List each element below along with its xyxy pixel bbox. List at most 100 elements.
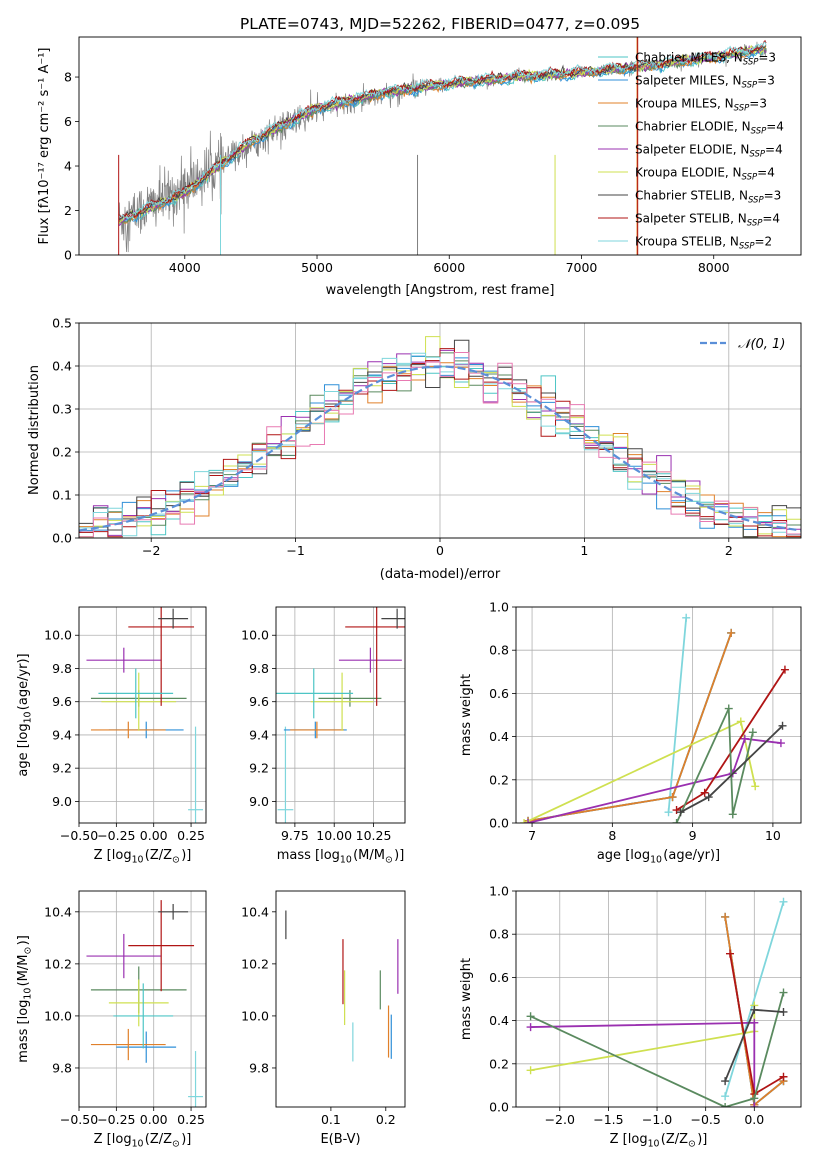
x-tick-label: 5000 (301, 260, 333, 275)
x-tick-label: −1.0 (642, 1112, 672, 1127)
x-tick-label: 0.0 (744, 1112, 764, 1127)
y-tick-label: 9.8 (52, 1060, 72, 1075)
weight-marker (526, 1012, 535, 1021)
weight-marker (704, 793, 713, 802)
chart-mass-vs-EBV: 0.1 0.2 9.8 10.0 10.2 10.4 E(B-V) (241, 890, 406, 1147)
x-tick-label: 6000 (433, 260, 465, 275)
weight-marker (672, 819, 681, 823)
legend-label: Chabrier ELODIE, NSSP=4 (635, 120, 784, 137)
histogram-step (79, 352, 801, 538)
x-axis-label: age [log10 (age/yr)] (597, 848, 720, 865)
y-tick-label: 9.8 (249, 1060, 269, 1075)
weight-marker (668, 793, 677, 802)
y-tick-label: 0 (64, 248, 72, 263)
plot-area (86, 900, 204, 1107)
y-tick-label: 9.6 (52, 694, 72, 709)
errorbar-point (116, 1031, 177, 1063)
y-tick-label: 1.0 (489, 884, 509, 899)
x-axis-label: Z [log10 (Z/Z⊙ )] (94, 1132, 192, 1149)
errorbar-point (338, 647, 402, 673)
axes-frame (78, 890, 207, 1108)
axes-frame (275, 606, 406, 824)
histogram-step (79, 339, 801, 538)
legend-label: 𝒩(0, 1) (738, 337, 785, 352)
y-tick-label: 10.0 (44, 628, 72, 643)
x-tick-label: 9 (689, 828, 697, 843)
errorbar-point (310, 672, 374, 731)
x-tick-label: 7000 (566, 260, 598, 275)
weight-marker (721, 1092, 730, 1101)
y-tick-label: 2 (64, 203, 72, 218)
y-tick-label: 0.4 (489, 1013, 509, 1028)
chart-spectrum: 4000 5000 6000 7000 8000 0 2 4 6 8 wavelength [Ang… (37, 36, 802, 298)
errorbar-point (90, 1028, 166, 1061)
errorbar-point (158, 904, 189, 920)
y-tick-label: 10.0 (44, 1008, 72, 1023)
x-axis-label: E(B-V) (320, 1132, 360, 1147)
weight-marker (526, 1023, 535, 1032)
x-axis-label: wavelength [Angstrom, rest frame] (326, 283, 555, 298)
x-tick-label: 10.00 (316, 828, 352, 843)
x-tick-label: 0.25 (177, 828, 205, 843)
chart-weight-vs-age: 7 8 9 10 0.0 0.2 0.4 0.6 0.8 1.0 age [log10 (age/y… (459, 600, 802, 865)
weight-marker (779, 1072, 788, 1081)
y-tick-label: 9.0 (249, 794, 269, 809)
weight-marker (750, 1103, 759, 1107)
errorbar-point (318, 690, 382, 707)
weight-line-kroupa-stelib (667, 617, 688, 813)
weight-line-kroupa-elodie (530, 1005, 756, 1072)
x-axis-label: Z [log10 (Z/Z⊙ )] (610, 1132, 708, 1149)
y-tick-label: 0.2 (52, 445, 72, 460)
y-tick-label: 4 (64, 159, 72, 174)
x-tick-label: 0.2 (376, 1112, 396, 1127)
errorbar-point (90, 721, 166, 739)
x-tick-label: 0.25 (177, 1112, 205, 1127)
axes-frame (78, 36, 802, 256)
weight-marker (524, 819, 533, 823)
axes-frame (78, 322, 802, 539)
x-tick-label: −0.50 (60, 828, 98, 843)
y-axis-label: Normed distribution (27, 365, 42, 495)
errorbar-point (381, 608, 405, 629)
y-tick-label: 9.2 (52, 761, 72, 776)
plot-area (526, 897, 788, 1107)
errorbar-point (290, 721, 344, 739)
legend-label: Salpeter STELIB, NSSP=4 (635, 212, 780, 229)
x-tick-label: −1 (286, 543, 304, 558)
y-tick-label: 0.4 (52, 359, 72, 374)
weight-marker (721, 1077, 730, 1086)
axes-frame (515, 890, 802, 1108)
y-tick-label: 1.0 (489, 600, 509, 615)
y-tick-label: 0.1 (52, 488, 72, 503)
errorbar-point (276, 668, 354, 719)
axes-frame (275, 890, 406, 1108)
weight-marker (748, 728, 757, 737)
histogram-step (79, 348, 801, 538)
x-axis-label: Z [log10 (Z/Z⊙ )] (94, 848, 192, 865)
weight-line-chabrier-elodie (675, 708, 754, 823)
y-tick-label: 0.6 (489, 686, 509, 701)
x-tick-label: −1.5 (593, 1112, 623, 1127)
errorbar-point (86, 647, 162, 673)
y-tick-label: 9.2 (249, 761, 269, 776)
x-axis-label: (data-model)/error (380, 567, 501, 582)
weight-marker (776, 739, 785, 748)
weight-marker (736, 717, 745, 726)
x-tick-label: 0.00 (140, 828, 168, 843)
y-tick-label: 9.8 (249, 661, 269, 676)
y-tick-label: 9.8 (52, 661, 72, 676)
errorbar-point (98, 668, 174, 719)
weight-marker (779, 1007, 788, 1016)
y-tick-label: 10.2 (44, 956, 72, 971)
x-tick-label: −0.5 (690, 1112, 720, 1127)
plot-area (79, 336, 801, 538)
weight-marker (724, 704, 733, 713)
y-tick-label: 0.8 (489, 643, 509, 658)
weight-line-kroupa-stelib (724, 901, 785, 1097)
y-tick-label: 0.4 (489, 729, 509, 744)
weight-marker (721, 1103, 730, 1107)
x-axis-label: mass [log10 (M/M⊙ )] (277, 848, 405, 865)
y-tick-label: 10.4 (241, 904, 269, 919)
plot-area (86, 607, 204, 823)
x-tick-label: −2 (142, 543, 160, 558)
